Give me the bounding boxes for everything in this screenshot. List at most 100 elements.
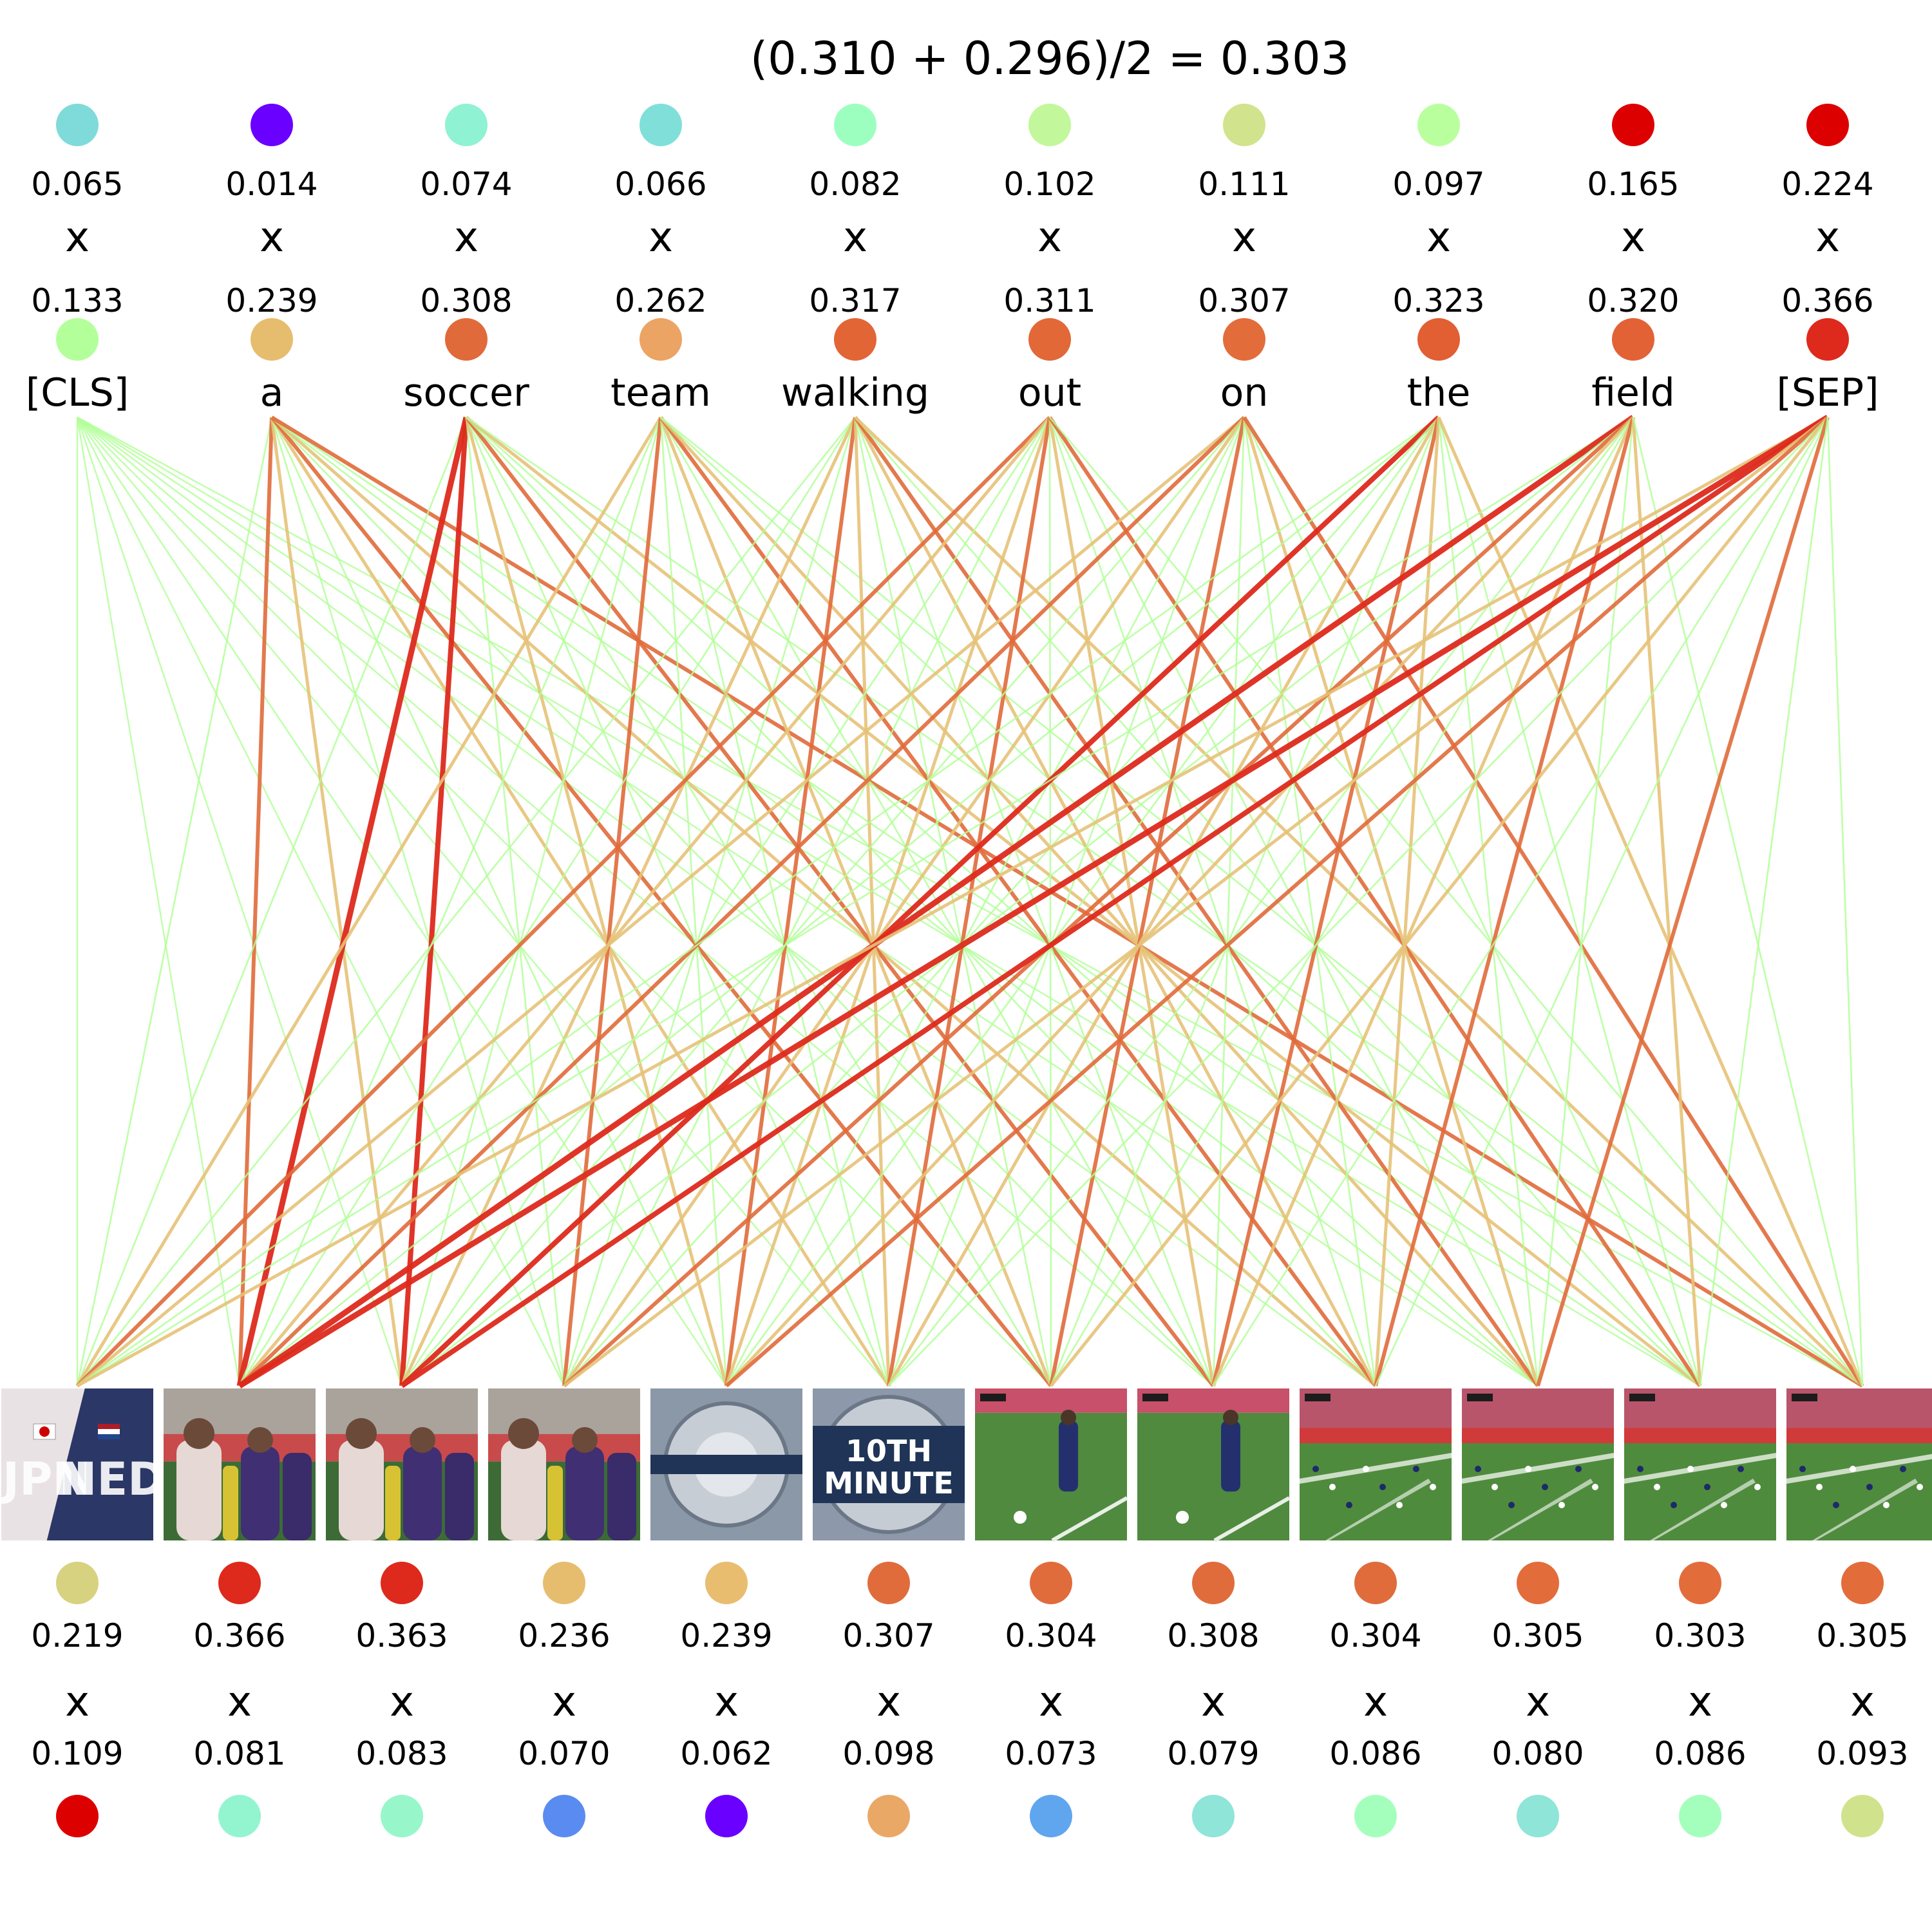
connection-line [725,416,1634,1387]
connection-line [563,416,1829,1387]
frame-bottom-value: 0.086 [1329,1735,1421,1772]
frame-column: 0.366 x 0.081 [164,1388,316,1837]
connection-line [1050,416,1829,1387]
frame-bottom-value: 0.062 [680,1735,772,1772]
connection-line [77,416,1634,1387]
frame-column: 0.304 x 0.073 [975,1388,1128,1837]
frame-bottom-value: 0.073 [1005,1735,1097,1772]
token-bottom-value: 0.239 [225,282,317,319]
token-top-value: 0.102 [1003,166,1095,203]
frame-top-value: 0.366 [193,1617,285,1654]
connection-line [76,417,565,1387]
multiply-sign: x [1815,214,1840,261]
connection-line [1242,416,1864,1387]
frame-bottom-dot [218,1795,261,1837]
connection-line [270,417,565,1387]
connection-line [76,417,403,1387]
frame-top-value: 0.219 [31,1617,123,1654]
token-top-value: 0.066 [614,166,706,203]
frame-bottom-dot [705,1795,748,1837]
multiply-sign: x [1232,214,1256,261]
connection-line [887,417,1634,1387]
frame-top-dot [1354,1562,1397,1604]
connection-line [238,417,662,1387]
multiply-sign: x [1039,1678,1063,1726]
multiply-sign: x [65,1678,90,1726]
frame-top-dot [56,1562,99,1604]
token-top-dot [1806,104,1849,146]
token-bottom-dot [445,318,488,361]
connection-line [401,417,662,1387]
frame-column: 0.303 x 0.086 [1624,1388,1776,1837]
frame-top-dot [218,1562,261,1604]
token-word: on [1220,370,1269,415]
token-bottom-value: 0.308 [420,282,512,319]
token-bottom-dot [251,318,293,361]
frame-bottom-dot [1192,1795,1235,1837]
token-bottom-value: 0.366 [1781,282,1873,319]
connection-line [400,415,1441,1388]
connection-line [563,417,1051,1387]
frame-overlay-text: 10TH [846,1434,932,1468]
connection-line [1048,417,1215,1387]
token-word: walking [781,370,929,415]
connection-line [1050,417,1440,1387]
token-top-dot [834,104,876,146]
connection-line [1437,416,1864,1387]
frame-bottom-value: 0.109 [31,1735,123,1772]
frame-thumbnail [975,1388,1128,1542]
token-word: [SEP] [1777,370,1879,415]
connection-line [1631,417,1702,1387]
token-word: team [611,370,711,415]
frame-bottom-dot [56,1795,99,1837]
token-top-value: 0.165 [1587,166,1679,203]
connection-line [887,417,1052,1387]
token-top-value: 0.074 [420,166,512,203]
frame-top-value: 0.305 [1492,1617,1584,1654]
connection-line [401,417,1245,1387]
token-bottom-dot [834,318,876,361]
similarity-formula-title: (0.310 + 0.296)/2 = 0.303 [750,32,1349,85]
token-word: a [260,370,284,415]
multiply-sign: x [1688,1678,1712,1726]
connection-line [725,417,1245,1387]
frame-bottom-dot [381,1795,423,1837]
frame-bottom-dot [1030,1795,1072,1837]
frame-top-value: 0.303 [1654,1617,1746,1654]
frame-top-value: 0.304 [1329,1617,1421,1654]
connection-line [270,417,404,1387]
frame-bottom-dot [1679,1795,1721,1837]
frame-column-group: JPNNED0.219x0.1090.366x0.0810.363x0.0830… [0,1388,1932,1837]
connection-line [236,416,469,1387]
connection-line [76,416,1245,1387]
token-bottom-value: 0.311 [1003,282,1095,319]
token-bottom-value: 0.133 [31,282,123,319]
token-column: 0.066 x 0.262 team [611,104,711,415]
token-bottom-value: 0.320 [1587,282,1679,319]
frame-thumbnail [650,1388,802,1540]
token-top-value: 0.097 [1392,166,1484,203]
multiply-sign: x [649,214,673,261]
connection-line [464,417,728,1387]
token-column: 0.224 x 0.366 [SEP] [1777,104,1879,415]
token-column: 0.074 x 0.308 soccer [403,104,529,415]
connection-line [563,417,857,1387]
frame-column: 0.308 x 0.079 [1137,1388,1291,1837]
token-word: out [1018,370,1081,415]
multiply-sign: x [454,214,478,261]
connection-line [725,417,1440,1387]
connection-line [1048,417,1052,1387]
frame-thumbnail [1137,1388,1291,1542]
frame-top-value: 0.363 [355,1617,448,1654]
multiply-sign: x [65,214,90,261]
multiply-sign: x [714,1678,739,1726]
connection-line [1826,417,1864,1387]
multiply-sign: x [260,214,284,261]
frame-column: 0.363 x 0.083 [326,1388,478,1837]
frame-top-dot [1517,1562,1559,1604]
token-top-dot [1223,104,1265,146]
connection-line [77,417,727,1387]
connection-line [77,416,1439,1387]
